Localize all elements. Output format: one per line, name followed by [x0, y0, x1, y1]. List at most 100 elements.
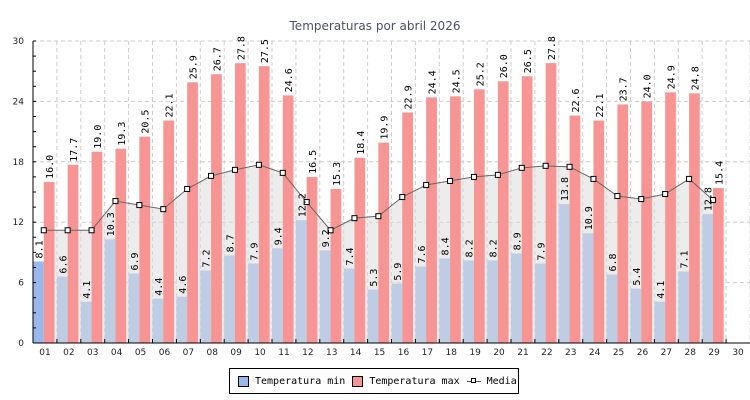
data-label: 4.4	[154, 278, 165, 296]
x-tick-label: 11	[278, 348, 289, 358]
data-label: 9.2	[321, 229, 332, 247]
data-label: 22.6	[571, 88, 582, 112]
bar-max	[545, 63, 557, 343]
x-tick-label: 19	[469, 348, 481, 358]
x-tick-label: 16	[398, 348, 410, 358]
data-label: 27.8	[236, 36, 247, 60]
media-point	[614, 193, 621, 200]
bar-max	[497, 81, 509, 344]
media-point	[112, 198, 119, 205]
bar-max	[234, 63, 246, 343]
data-label: 6.9	[130, 252, 141, 270]
data-label: 24.4	[428, 70, 439, 94]
series-max-bars	[43, 63, 724, 344]
media-point	[638, 196, 645, 203]
media-point	[423, 181, 430, 188]
x-tick-label: 25	[613, 348, 624, 358]
bar-max	[282, 95, 294, 343]
x-tick-label: 22	[541, 348, 552, 358]
media-point	[255, 161, 262, 168]
media-point	[590, 175, 597, 182]
legend-label-min: Temperatura min	[255, 375, 346, 387]
x-tick-label: 01	[39, 348, 50, 358]
x-tick-label: 30	[732, 348, 744, 358]
legend-item-media: Media	[466, 375, 517, 387]
x-tick-label: 14	[350, 348, 362, 358]
media-point	[399, 194, 406, 201]
data-label: 24.0	[643, 74, 654, 98]
media-point	[447, 177, 454, 184]
data-label: 10.3	[106, 212, 117, 236]
legend-label-max: Temperatura max	[369, 375, 460, 387]
data-label: 5.4	[632, 268, 643, 286]
media-point	[542, 162, 549, 169]
data-label: 15.4	[714, 161, 725, 185]
data-label: 22.9	[404, 85, 415, 109]
data-label: 25.2	[475, 62, 486, 86]
bar-max	[450, 96, 461, 343]
y-tick-label: 30	[13, 37, 25, 47]
bar-max	[258, 66, 270, 344]
bar-max	[67, 164, 79, 343]
media-point	[351, 215, 358, 222]
bar-min	[33, 261, 44, 343]
data-label: 26.5	[523, 49, 534, 73]
bar-max	[569, 115, 581, 343]
x-tick-label: 07	[183, 348, 194, 358]
legend-item-max: Temperatura max	[352, 375, 460, 387]
bar-max	[402, 112, 414, 344]
data-label: 13.8	[560, 177, 571, 201]
x-tick-label: 23	[565, 348, 576, 358]
x-tick-label: 27	[661, 348, 672, 358]
data-label: 4.1	[656, 281, 667, 299]
data-label: 23.7	[619, 77, 630, 101]
media-point	[494, 171, 501, 178]
data-label: 15.3	[332, 162, 343, 186]
x-tick-label: 29	[708, 348, 720, 358]
bar-max	[473, 89, 485, 343]
data-label: 12.2	[297, 193, 308, 217]
y-tick-label: 18	[13, 158, 25, 168]
bar-max	[43, 181, 55, 343]
legend-swatch-min	[238, 375, 249, 387]
bar-max	[641, 101, 653, 344]
legend-label-media: Media	[486, 375, 517, 387]
y-tick-label: 24	[13, 97, 25, 107]
data-label: 8.7	[226, 234, 237, 252]
bar-max	[521, 76, 533, 343]
bar-max	[665, 92, 676, 343]
x-tick-label: 09	[230, 348, 242, 358]
x-tick-label: 02	[63, 348, 74, 358]
data-label: 19.9	[380, 116, 391, 140]
bar-max	[306, 176, 318, 343]
bar-max	[91, 151, 103, 343]
x-tick-label: 17	[422, 348, 433, 358]
data-label: 7.2	[202, 249, 213, 267]
media-point	[184, 185, 191, 192]
bar-max	[211, 74, 222, 343]
data-label: 8.2	[465, 239, 476, 257]
bar-max	[378, 142, 390, 343]
bar-max	[617, 104, 629, 343]
media-point	[208, 172, 215, 179]
x-tick-label: 13	[326, 348, 337, 358]
data-label: 6.8	[608, 253, 619, 271]
x-tick-label: 06	[159, 348, 171, 358]
data-label: 8.9	[512, 232, 523, 250]
data-label: 24.9	[667, 65, 678, 89]
data-label: 22.1	[165, 93, 176, 117]
media-point	[160, 206, 167, 213]
y-tick-label: 6	[18, 279, 24, 289]
data-label: 12.8	[704, 187, 715, 211]
data-label: 17.7	[69, 138, 80, 162]
media-point	[64, 227, 71, 234]
data-label: 19.3	[117, 122, 128, 146]
data-label: 26.7	[212, 47, 223, 71]
data-label: 16.0	[45, 155, 56, 179]
data-label: 10.9	[584, 206, 595, 230]
bar-max	[712, 187, 724, 343]
x-tick-label: 28	[685, 348, 697, 358]
media-point	[375, 213, 382, 220]
y-tick-label: 12	[13, 218, 24, 228]
